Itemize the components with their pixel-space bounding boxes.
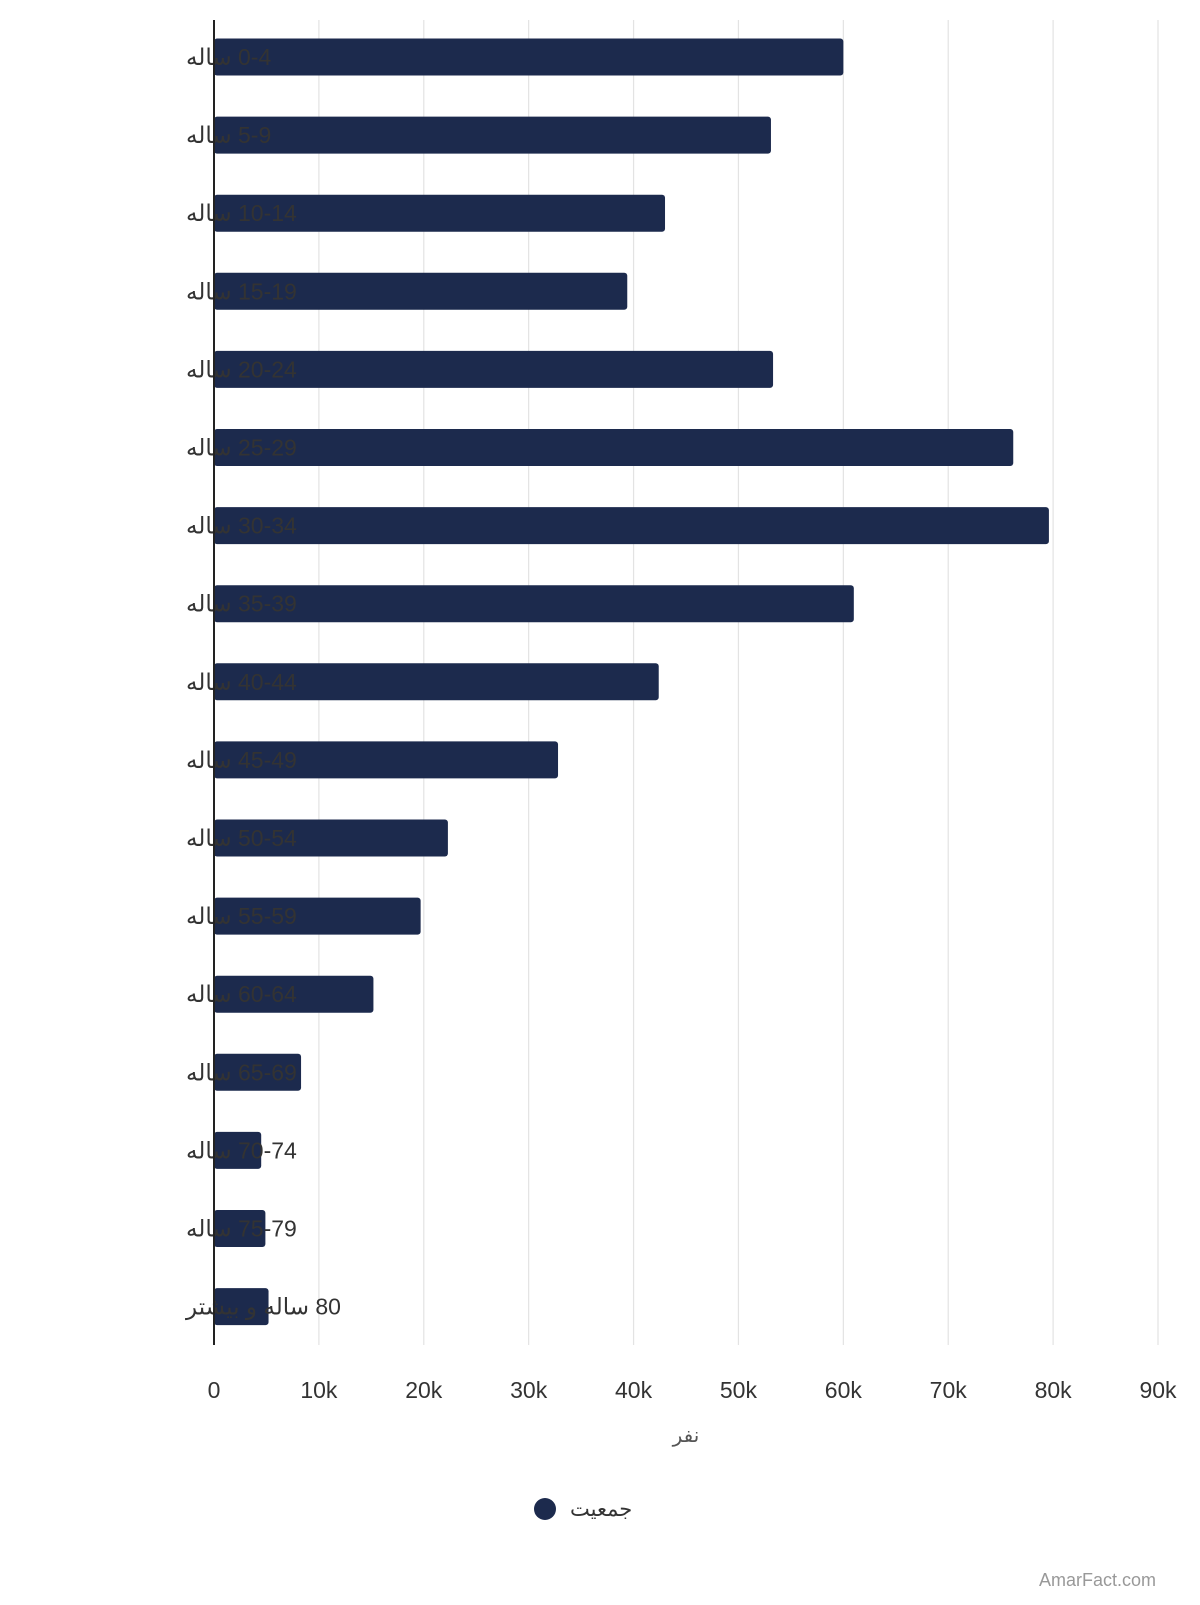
- category-label: 55-59 ساله: [186, 903, 297, 929]
- x-tick-label: 50k: [720, 1377, 758, 1403]
- category-label: 30-34 ساله: [186, 513, 297, 539]
- bar[interactable]: [214, 429, 1014, 466]
- category-label: 35-39 ساله: [186, 591, 297, 617]
- bar[interactable]: [214, 585, 854, 623]
- bar[interactable]: [214, 819, 448, 857]
- bar[interactable]: [214, 1053, 302, 1091]
- x-tick-label: 40k: [615, 1377, 653, 1403]
- category-label: 0-4 ساله: [186, 44, 271, 70]
- x-tick-label: 0: [208, 1377, 221, 1403]
- bar[interactable]: [214, 350, 774, 388]
- category-label: 15-19 ساله: [186, 278, 297, 304]
- bar[interactable]: [214, 741, 559, 779]
- grid-layer: [318, 20, 1159, 1345]
- category-label: 20-24 ساله: [186, 356, 297, 382]
- bar[interactable]: [214, 975, 374, 1013]
- category-label: 60-64 ساله: [186, 981, 297, 1007]
- bar[interactable]: [214, 1131, 262, 1169]
- x-tick-label: 20k: [405, 1377, 443, 1403]
- bar[interactable]: [214, 1210, 266, 1247]
- x-tick-label: 80k: [1035, 1377, 1073, 1403]
- bar[interactable]: [214, 663, 659, 701]
- legend-label: جمعیت: [570, 1498, 632, 1521]
- x-tick-label: 30k: [510, 1377, 548, 1403]
- x-tick-label: 90k: [1139, 1377, 1177, 1403]
- bars-layer: [214, 38, 1049, 1326]
- bar[interactable]: [214, 897, 421, 935]
- category-label: 45-49 ساله: [186, 747, 297, 773]
- category-label: 25-29 ساله: [186, 435, 297, 461]
- watermark: AmarFact.com: [1039, 1570, 1156, 1590]
- category-labels: 0-4 ساله 5-9 ساله 10-14 ساله 15-19 ساله 20-2…: [185, 44, 341, 1321]
- category-label: 80 ساله و بیشتر: [185, 1294, 341, 1321]
- x-tick-label: 10k: [300, 1377, 338, 1403]
- category-label: 75-79 ساله: [186, 1216, 297, 1242]
- x-tick-label: 70k: [930, 1377, 968, 1403]
- category-label: 40-44 ساله: [186, 669, 297, 695]
- category-label: 65-69 ساله: [186, 1059, 297, 1085]
- x-tick-labels: 0 10k 20k 30k 40k 50k 60k 70k 80k 90k: [208, 1377, 1177, 1403]
- legend[interactable]: جمعیت: [534, 1498, 632, 1521]
- bar[interactable]: [214, 194, 666, 232]
- category-label: 50-54 ساله: [186, 825, 297, 851]
- bar[interactable]: [214, 38, 844, 76]
- bar[interactable]: [214, 507, 1049, 545]
- bar[interactable]: [214, 116, 771, 154]
- bar[interactable]: [214, 1288, 269, 1326]
- category-label: 5-9 ساله: [186, 122, 271, 148]
- category-label: 70-74 ساله: [186, 1137, 297, 1163]
- bar[interactable]: [214, 272, 628, 310]
- x-axis-title: نفر: [672, 1425, 700, 1447]
- legend-marker: [534, 1498, 556, 1520]
- category-label: 10-14 ساله: [186, 200, 297, 226]
- x-tick-label: 60k: [825, 1377, 863, 1403]
